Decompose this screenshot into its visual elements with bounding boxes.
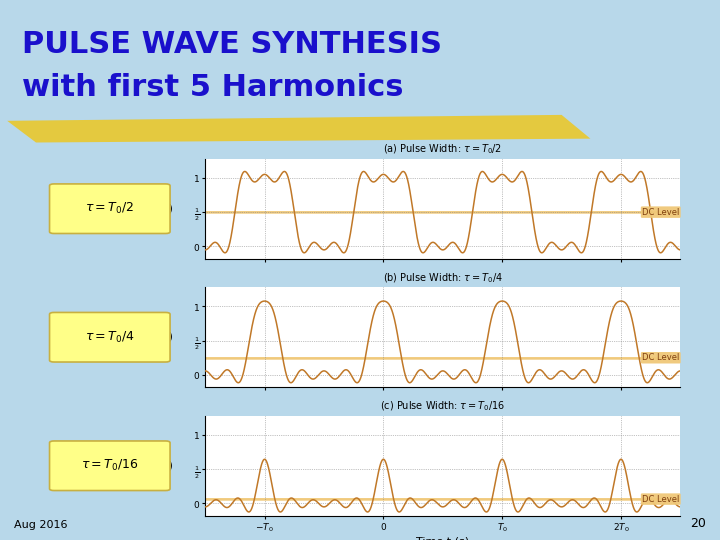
Bar [205,211,680,213]
Polygon shape [7,115,590,143]
Text: DC Level: DC Level [642,353,680,362]
Text: $\tau = T_0/2$: $\tau = T_0/2$ [86,201,134,216]
Text: Aug 2016: Aug 2016 [14,520,68,530]
Text: (a) Pulse Width: $\tau = T_0/2$: (a) Pulse Width: $\tau = T_0/2$ [383,143,503,156]
Y-axis label: $x_5(t)$: $x_5(t)$ [150,330,174,344]
Text: $\tau = T_0/16$: $\tau = T_0/16$ [81,458,139,473]
Text: DC Level: DC Level [642,495,680,504]
Y-axis label: $x_5(t)$: $x_5(t)$ [150,459,174,472]
Bar [205,498,680,500]
Text: $\tau = T_0/4$: $\tau = T_0/4$ [85,330,135,345]
FancyBboxPatch shape [50,441,170,490]
FancyBboxPatch shape [50,313,170,362]
Text: 20: 20 [690,517,706,530]
Text: PULSE WAVE SYNTHESIS: PULSE WAVE SYNTHESIS [22,30,441,59]
FancyBboxPatch shape [50,184,170,233]
X-axis label: Time t (s): Time t (s) [416,537,469,540]
Bar [205,357,680,359]
Text: (c) Pulse Width: $\tau = T_0/16$: (c) Pulse Width: $\tau = T_0/16$ [380,400,505,413]
Text: DC Level: DC Level [642,208,680,217]
Text: (b) Pulse Width: $\tau = T_0/4$: (b) Pulse Width: $\tau = T_0/4$ [383,271,503,285]
Y-axis label: $x_5(t)$: $x_5(t)$ [150,202,174,215]
Text: with first 5 Harmonics: with first 5 Harmonics [22,73,403,102]
